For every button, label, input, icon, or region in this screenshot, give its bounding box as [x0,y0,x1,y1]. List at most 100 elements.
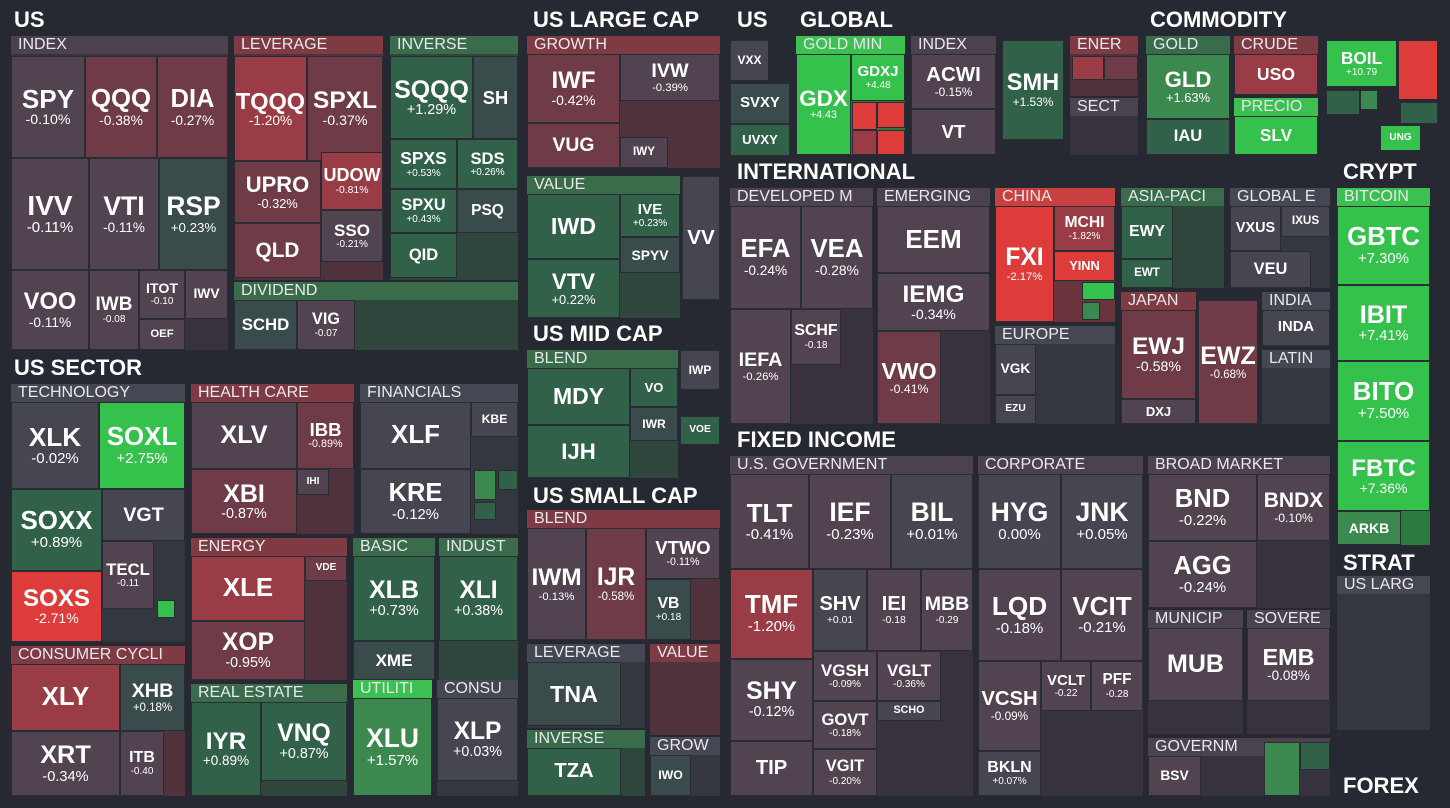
etf-tile[interactable]: SOXS -2.71% [11,571,102,642]
etf-tile[interactable]: BKLN +0.07% [978,751,1041,796]
etf-tile[interactable]: IBB -0.89% [297,402,354,469]
etf-tile[interactable]: IXUS [1281,206,1330,237]
etf-tile[interactable]: VTI -0.11% [89,158,159,270]
etf-tile[interactable]: TQQQ -1.20% [234,56,307,161]
etf-tile[interactable]: VV [682,176,720,300]
etf-tile[interactable]: SSO -0.21% [321,210,383,262]
etf-tile[interactable]: USO [1234,54,1318,95]
etf-tile[interactable]: BNDX -0.10% [1257,474,1330,541]
etf-tile[interactable]: BIL +0.01% [891,474,973,569]
etf-tile[interactable]: XLP +0.03% [437,698,518,781]
etf-tile[interactable]: GDXJ +4.48 [851,54,905,101]
etf-tile[interactable]: XBI -0.87% [191,469,297,534]
etf-tile[interactable]: IBIT +7.41% [1337,285,1430,361]
etf-tile[interactable]: EMB -0.08% [1247,628,1330,701]
etf-tile[interactable]: TNA [527,662,621,726]
etf-tile[interactable]: IWD [527,194,620,259]
etf-tile[interactable]: PSQ [457,189,518,233]
etf-tile[interactable]: GOVT -0.18% [813,701,877,749]
etf-tile[interactable]: XLB +0.73% [353,556,435,641]
etf-tile[interactable]: VTV +0.22% [527,259,620,318]
etf-tile[interactable]: IHI [297,469,329,495]
etf-tile[interactable]: VEA -0.28% [801,206,873,309]
etf-tile[interactable]: UPRO -0.32% [234,161,321,223]
etf-tile[interactable]: IYR +0.89% [191,702,261,796]
etf-tile[interactable]: TIP [730,741,813,796]
etf-tile[interactable]: MDY [527,368,630,425]
etf-tile[interactable]: MCHI -1.82% [1054,206,1115,251]
etf-tile[interactable]: EWZ -0.68% [1198,300,1258,424]
etf-tile[interactable]: EZU [995,395,1036,424]
etf-tile[interactable]: RSP +0.23% [159,158,228,270]
etf-tile[interactable]: EWJ -0.58% [1121,310,1196,399]
etf-tile[interactable]: VNQ +0.87% [261,702,347,781]
etf-tile[interactable]: VT [911,109,996,155]
etf-tile[interactable]: SQQQ +1.29% [390,56,473,139]
etf-tile[interactable]: SH [473,56,518,139]
etf-tile[interactable]: PFF -0.28 [1091,661,1143,711]
etf-tile[interactable]: GLD +1.63% [1146,54,1230,119]
etf-tile[interactable]: AGG -0.24% [1148,541,1257,608]
etf-tile[interactable]: EFA -0.24% [730,206,801,309]
etf-tile[interactable]: VCSH -0.09% [978,661,1041,751]
etf-tile[interactable]: VTWO -0.11% [646,528,720,579]
etf-tile[interactable]: EEM [877,206,990,273]
etf-tile[interactable]: IWB -0.08 [89,270,139,350]
etf-tile[interactable]: TMF -1.20% [730,569,813,659]
etf-tile[interactable]: EWT [1121,259,1173,288]
etf-tile[interactable]: EWY [1121,206,1173,259]
etf-tile[interactable]: VUG [527,123,620,168]
etf-tile[interactable]: JNK +0.05% [1061,474,1143,569]
etf-tile[interactable]: HYG 0.00% [978,474,1061,569]
etf-tile[interactable]: IVW -0.39% [620,54,720,101]
etf-tile[interactable]: SPXS +0.53% [390,139,457,189]
etf-tile[interactable]: BOIL +10.79 [1326,40,1397,87]
etf-tile[interactable]: XLU +1.57% [353,698,432,796]
etf-tile[interactable]: INDA [1262,310,1330,346]
etf-tile[interactable]: ARKB [1337,511,1401,545]
etf-tile[interactable]: SPYV [620,237,680,273]
etf-tile[interactable]: XHB +0.18% [120,664,185,731]
etf-tile[interactable]: VCIT -0.21% [1061,569,1143,661]
etf-tile[interactable]: BND -0.22% [1148,474,1257,541]
etf-tile[interactable]: SPXL -0.37% [307,56,383,161]
etf-tile[interactable]: DXJ [1121,399,1196,424]
etf-tile[interactable]: VOE [680,416,720,445]
etf-tile[interactable]: IWF -0.42% [527,54,620,123]
etf-tile[interactable]: VCLT -0.22 [1041,661,1091,711]
etf-tile[interactable]: MBB -0.29 [921,569,973,651]
etf-tile[interactable]: TZA [527,748,621,796]
etf-tile[interactable]: IWY [620,137,668,168]
etf-tile[interactable]: IVE +0.23% [620,194,680,237]
etf-tile[interactable]: SVXY [730,83,790,124]
etf-tile[interactable]: IWO [650,755,691,796]
etf-tile[interactable]: SMH +1.53% [1002,40,1064,140]
etf-tile[interactable]: XME [353,641,435,680]
etf-tile[interactable]: SPXU +0.43% [390,189,457,233]
etf-tile[interactable]: YINN [1054,251,1115,281]
etf-tile[interactable]: KBE [471,402,518,437]
etf-tile[interactable]: FXI -2.17% [995,206,1054,322]
etf-tile[interactable]: IEI -0.18 [867,569,921,651]
etf-tile[interactable]: XLE [191,556,305,621]
etf-tile[interactable]: IWP [680,350,720,390]
etf-tile[interactable]: VXUS [1230,206,1281,251]
etf-tile[interactable]: GDX +4.43 [796,54,851,155]
etf-tile[interactable]: SLV [1234,116,1318,155]
etf-tile[interactable]: SPY -0.10% [11,56,85,158]
etf-tile[interactable]: TECL -0.11 [102,541,154,609]
etf-tile[interactable]: LQD -0.18% [978,569,1061,661]
etf-tile[interactable]: QLD [234,223,321,278]
etf-tile[interactable]: VWO -0.41% [877,331,941,424]
etf-tile[interactable]: VDE [305,556,347,581]
etf-tile[interactable]: SOXL +2.75% [99,402,185,489]
etf-tile[interactable]: VIG -0.07 [297,300,355,350]
etf-tile[interactable]: SCHF -0.18 [791,309,841,365]
etf-tile[interactable]: UDOW -0.81% [321,152,383,210]
etf-tile[interactable]: GBTC +7.30% [1337,206,1430,285]
etf-tile[interactable]: VGSH -0.09% [813,651,877,701]
etf-tile[interactable]: IEMG -0.34% [877,273,990,331]
etf-tile[interactable]: IJR -0.58% [586,528,646,640]
etf-tile[interactable]: VXX [730,40,769,81]
etf-tile[interactable]: ITOT -0.10 [139,270,185,319]
